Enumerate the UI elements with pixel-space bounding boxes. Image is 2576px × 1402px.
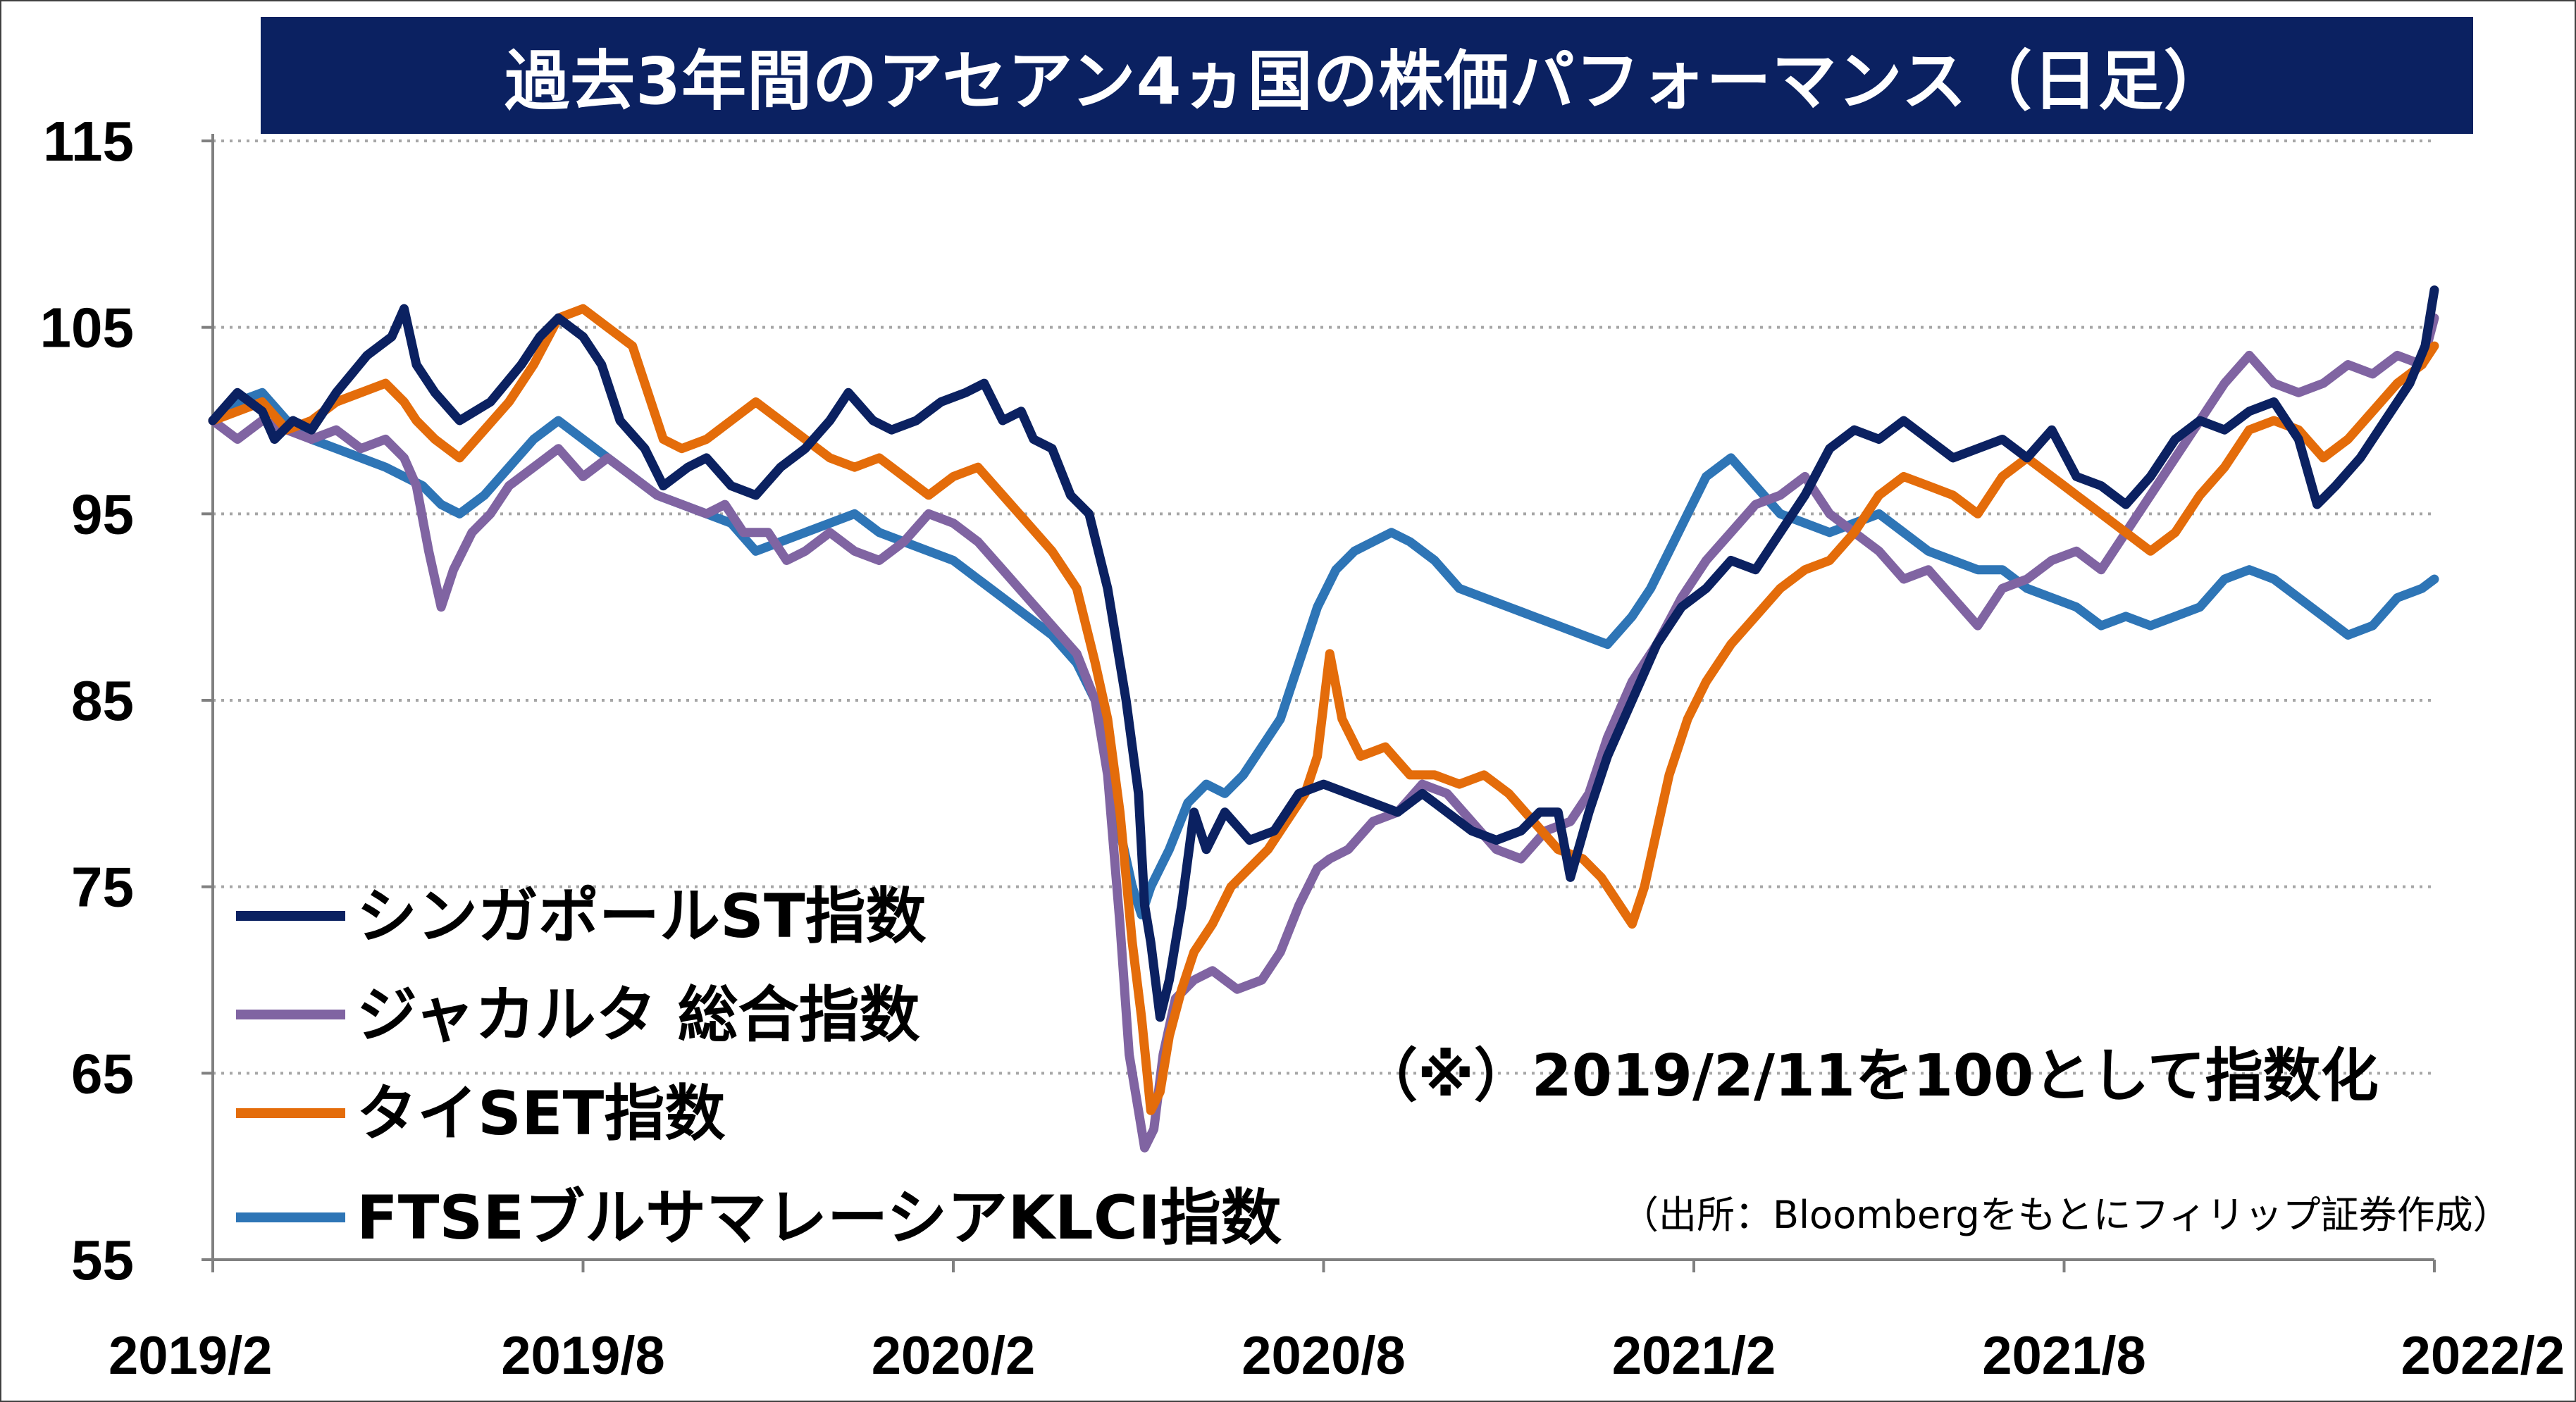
y-tick-label: 55 (71, 1229, 134, 1291)
x-tick-label: 2020/2 (872, 1326, 1035, 1386)
index-note: （※）2019/2/11を100として指数化 (1360, 1043, 2379, 1110)
series-lines (208, 285, 2439, 1153)
axes: 55 65 75 85 95 105 115 2019/2 2019/8 2020/2 2020/8… (40, 110, 2565, 1386)
y-tick-label: 85 (71, 669, 134, 732)
y-tick-label: 95 (71, 483, 134, 545)
chart-title: 過去3年間のアセアン4ヵ国の株価パフォーマンス（日足） (261, 17, 2473, 134)
y-tick-label: 105 (40, 297, 134, 359)
series-line-0 (208, 285, 2439, 1022)
series-line-3 (208, 387, 2439, 919)
legend-label-3: FTSEブルサマレーシアKLCI指数 (357, 1183, 1282, 1253)
y-tick-label: 75 (71, 856, 134, 919)
x-tick-label: 2021/2 (1612, 1326, 1776, 1386)
x-tick-label: 2021/8 (1982, 1326, 2145, 1386)
x-tick-label: 2020/8 (1241, 1326, 1405, 1386)
legend-label-1: ジャカルタ 総合指数 (357, 980, 920, 1050)
y-tick-label: 115 (43, 110, 134, 173)
legend-label-0: シンガポールST指数 (357, 881, 927, 952)
y-tick-label: 65 (71, 1042, 134, 1105)
source-note: （出所：Bloombergをもとにフィリップ証券作成） (1621, 1193, 2511, 1237)
x-tick-label: 2019/2 (109, 1326, 272, 1386)
x-tick-label: 2022/2 (2401, 1326, 2565, 1386)
series-line-2 (208, 304, 2439, 1115)
legend-label-2: タイSET指数 (357, 1079, 725, 1149)
series-line-1 (208, 313, 2439, 1153)
x-tick-label: 2019/8 (501, 1326, 664, 1386)
